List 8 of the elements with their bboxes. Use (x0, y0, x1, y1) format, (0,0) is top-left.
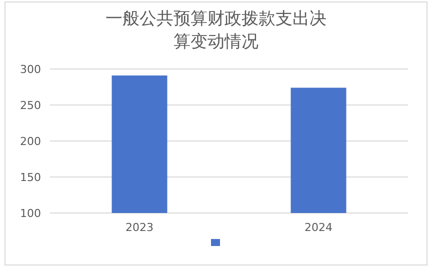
x-tick-label: 2023 (126, 221, 154, 234)
y-tick-label: 150 (20, 170, 41, 184)
y-tick-label: 250 (20, 98, 41, 112)
y-tick-label: 100 (20, 206, 41, 220)
y-tick-label: 300 (20, 62, 41, 76)
chart-title: 一般公共预算财政拨款支出决算变动情况 (106, 9, 326, 52)
y-tick-label: 200 (20, 134, 41, 148)
x-tick-label: 2024 (304, 221, 332, 234)
